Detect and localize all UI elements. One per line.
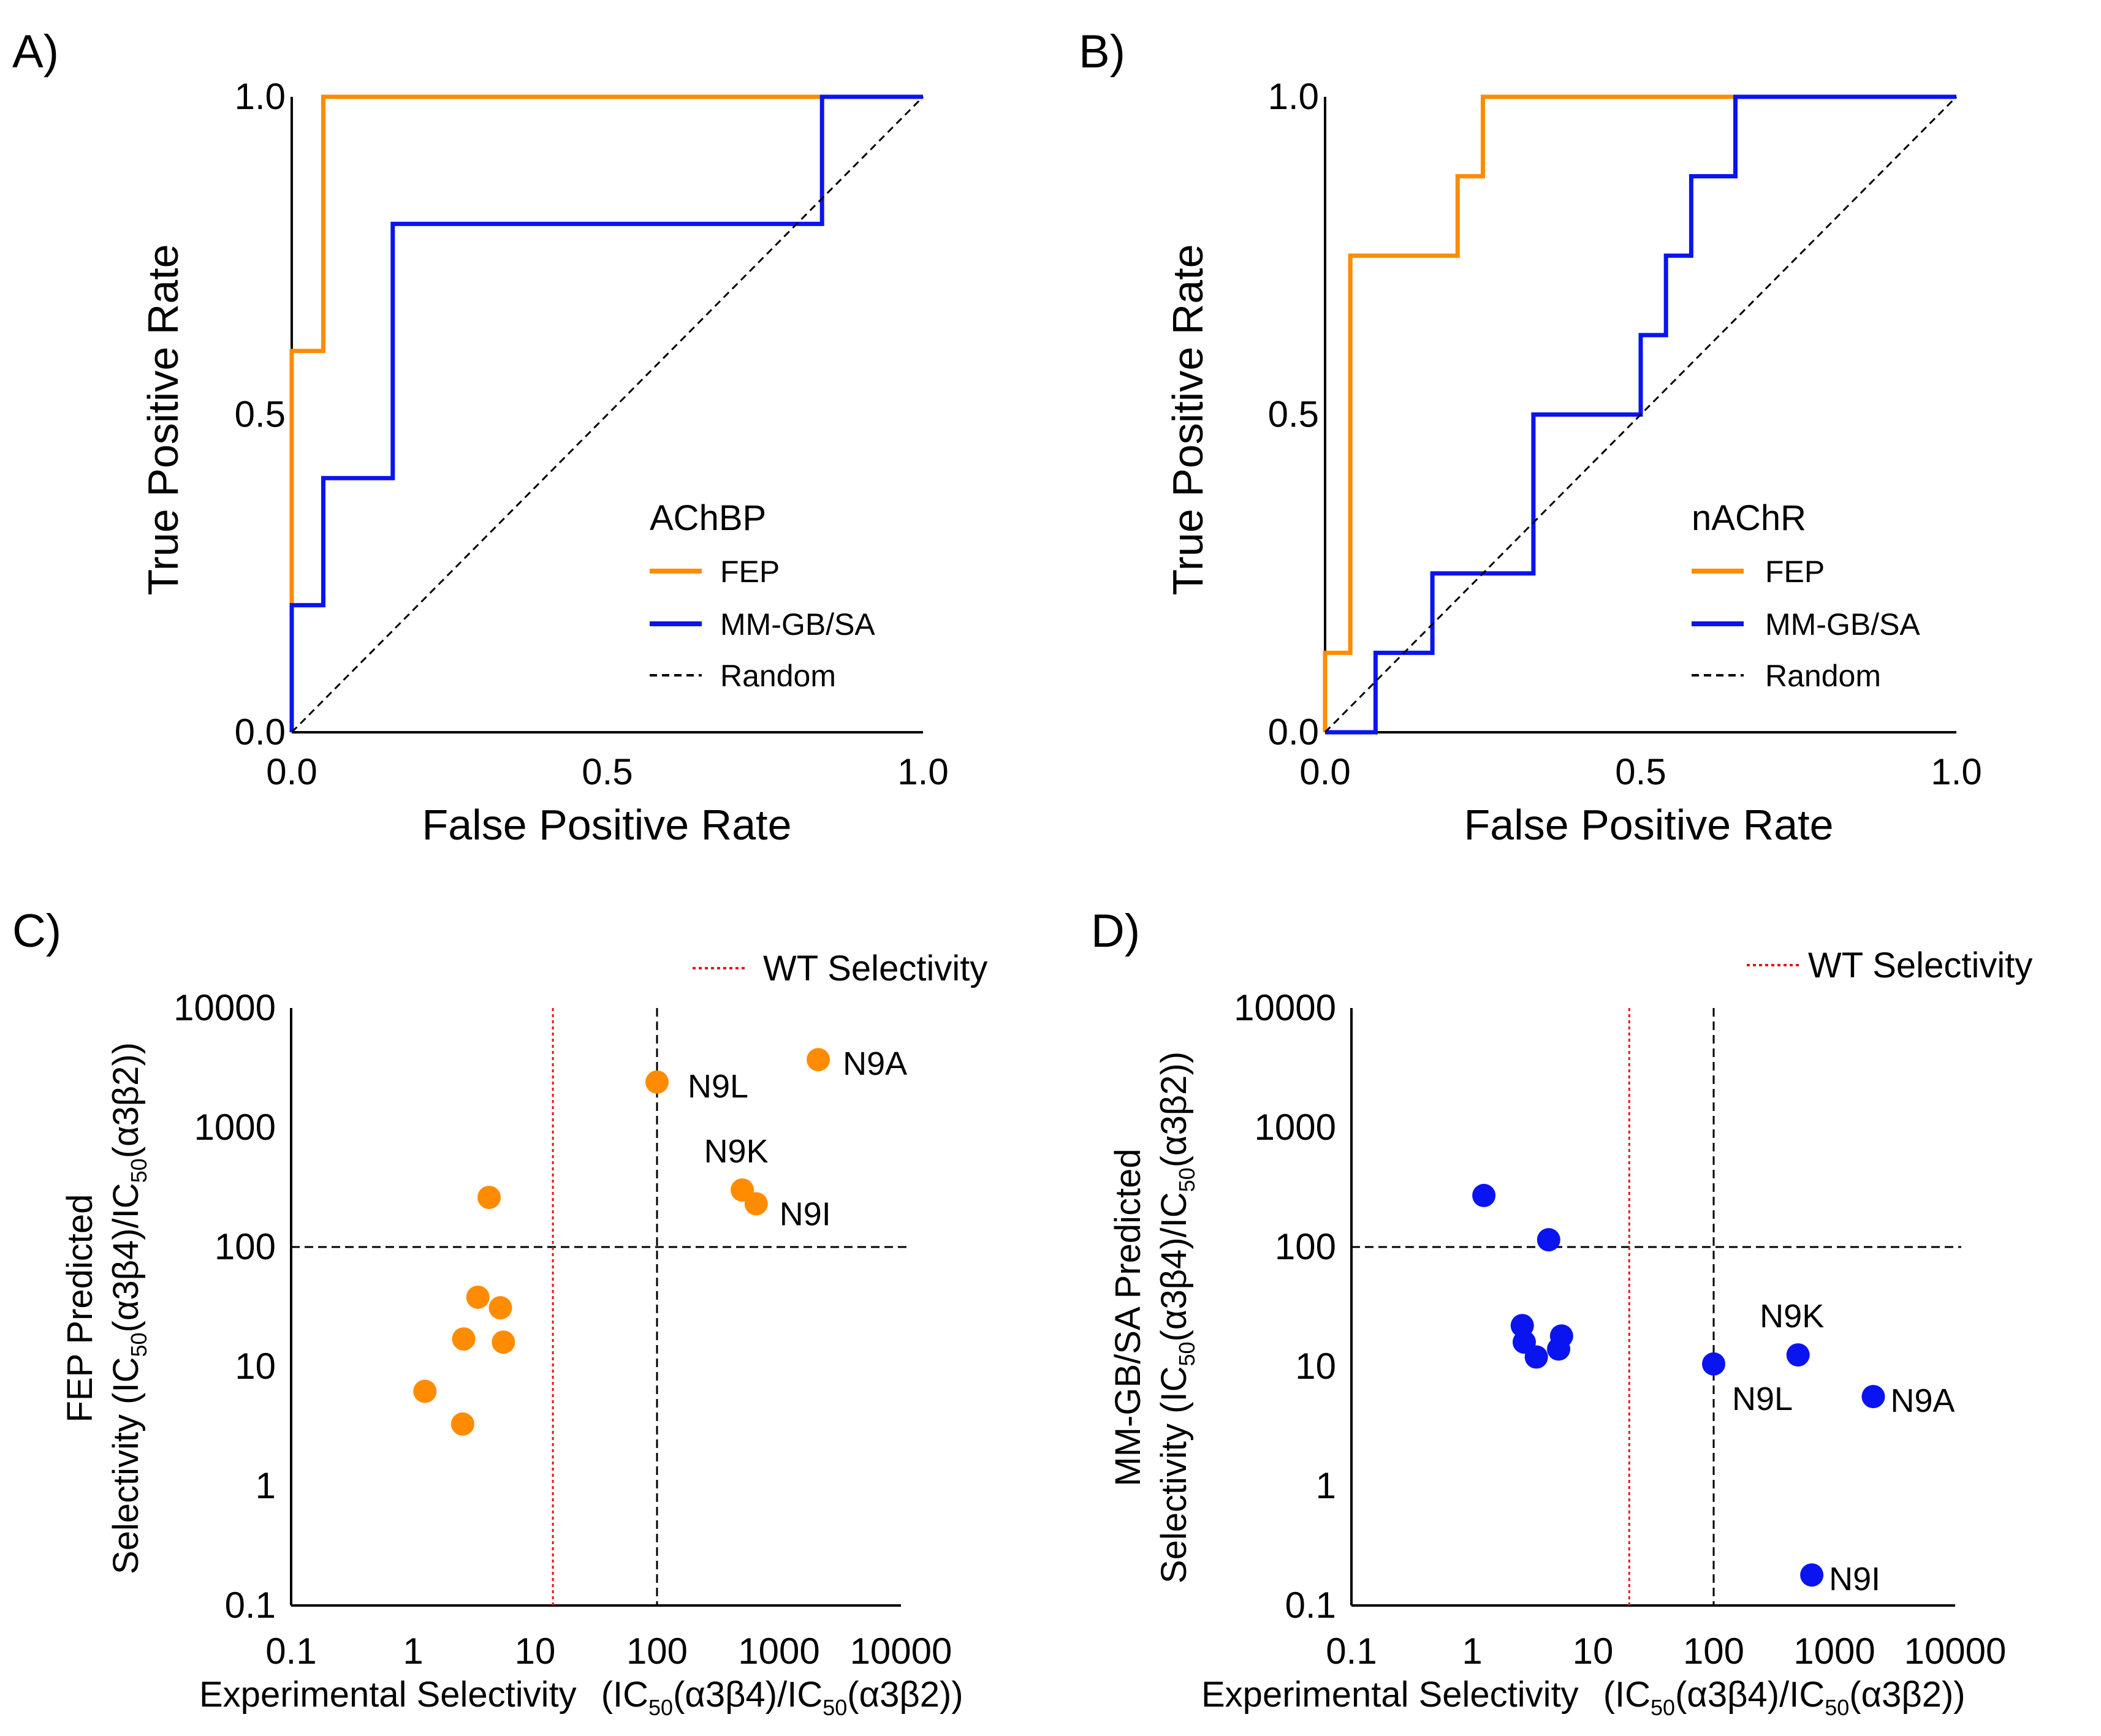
panel-b-xtick-label: 1.0 [1931, 751, 1981, 792]
panel-c-ytick-label: 100 [215, 1226, 276, 1267]
panel-b-legend-mmgbsa: MM-GB/SA [1765, 607, 1920, 642]
panel-c-letter: C) [12, 905, 61, 957]
panel-a-random-line [291, 96, 924, 733]
panel-c-xtick-label: 100 [626, 1631, 688, 1672]
panel-d-xtick-label: 0.1 [1326, 1631, 1377, 1672]
panel-d-xtick-label: 1000 [1793, 1631, 1875, 1672]
panel-c-xtick-label: 1000 [738, 1631, 819, 1672]
panel-c-xtick-label: 10000 [850, 1631, 952, 1672]
panel-d-ytick-label: 1 [1316, 1465, 1336, 1506]
panel-c-point-label: N9L [688, 1068, 748, 1105]
panel-a-xtick-label: 0.0 [266, 751, 317, 792]
panel-c-ytick-label: 1000 [194, 1107, 276, 1148]
panel-d-ytick-label: 100 [1275, 1226, 1336, 1267]
panel-a-mmgbsa-line [289, 94, 923, 732]
panel-c-point-label: N9I [780, 1196, 831, 1232]
panel-b-xtick-label: 0.0 [1299, 751, 1350, 792]
panel-d-legend-wt: WT Selectivity [1808, 946, 2032, 985]
panel-b-letter: B) [1079, 26, 1125, 78]
panel-c-xtick-label: 10 [515, 1631, 556, 1672]
panel-b-ylabel: True Positive Rate [1164, 244, 1212, 595]
panel-a: A) 0.00.0 0.5 0.5 1.0 1.0 False Positive Rat… [12, 26, 949, 849]
panel-a-ytick-label: 0.5 [235, 394, 286, 435]
panel-b-fep-line [1323, 94, 1956, 732]
panel-d-point-label: N9K [1760, 1298, 1824, 1335]
panel-c-ylabel-line2: Selectivity (IC50(α3β4)/IC50(α3β2)) [106, 1042, 151, 1574]
panel-d-ylabel-line1: MM-GB/SA Predicted [1108, 1148, 1148, 1486]
panel-c-ylabel-line1: FEP Predicted [60, 1194, 100, 1423]
panel-c-ytick-label: 10000 [173, 987, 276, 1028]
panel-c-point [452, 1327, 476, 1351]
panel-c-point [477, 1186, 501, 1210]
panel-a-legend-fep: FEP [720, 555, 780, 589]
panel-c-xtick-label: 1 [403, 1631, 423, 1672]
panel-d-point-n9k [1786, 1343, 1810, 1367]
panel-a-ytick-label: 1.0 [235, 76, 286, 117]
panel-d-ytick-label: 10000 [1234, 987, 1336, 1028]
panel-a-xtick-label: 1.0 [897, 751, 948, 792]
panel-d-point [1547, 1337, 1571, 1361]
panel-b-xlabel: False Positive Rate [1464, 801, 1833, 849]
panel-c-xtick-label: 0.1 [265, 1631, 316, 1672]
panel-c-ytick-label: 10 [235, 1346, 276, 1387]
panel-d-xtick-label: 10 [1573, 1631, 1614, 1672]
panel-c: C) WT Selectivity 0.1 0.1 1 1 10 10 100 100 1000… [12, 905, 987, 1720]
panel-b-ytick-label: 0.0 [1268, 711, 1319, 752]
panel-d-xlabel: Experimental Selectivity (IC50(α3β4)/IC50… [1201, 1675, 1966, 1720]
panel-b-legend-random: Random [1765, 659, 1881, 693]
panel-d-point-n9l [1702, 1352, 1725, 1376]
panel-a-legend-title: AChBP [650, 498, 766, 538]
panel-b-legend-title: nAChR [1692, 498, 1806, 538]
panel-d-point-label: N9A [1890, 1382, 1955, 1419]
panel-c-point-n9l [645, 1070, 669, 1094]
panel-d-ytick-label: 1000 [1255, 1107, 1336, 1148]
panel-b-random-line [1324, 96, 1958, 733]
panel-c-point-n9i [744, 1192, 768, 1216]
panel-c-point [488, 1296, 512, 1320]
panel-c-point-label: N9A [843, 1045, 907, 1082]
panel-b-ytick-label: 1.0 [1268, 76, 1319, 117]
panel-a-legend-mmgbsa: MM-GB/SA [720, 607, 875, 642]
panel-d-xtick-label: 100 [1683, 1631, 1744, 1672]
panel-c-point [450, 1412, 474, 1436]
panel-d-point [1524, 1345, 1548, 1369]
panel-c-ytick-label: 1 [256, 1465, 276, 1506]
panel-d-point [1537, 1228, 1560, 1252]
panel-a-ytick-label: 0.0 [235, 711, 286, 752]
panel-d-point-n9i [1800, 1563, 1824, 1587]
panel-c-point-label: N9K [704, 1133, 769, 1170]
panel-d-ytick-label: 10 [1295, 1346, 1336, 1387]
panel-d-xtick-label: 10000 [1904, 1631, 2007, 1672]
panel-c-point [492, 1330, 515, 1354]
panel-b-legend-fep: FEP [1765, 555, 1825, 589]
panel-a-letter: A) [12, 26, 59, 78]
panel-d-xtick-label: 1 [1462, 1631, 1482, 1672]
panel-c-point [466, 1285, 490, 1309]
panel-c-point [413, 1379, 437, 1403]
panel-a-xlabel: False Positive Rate [422, 801, 791, 849]
panel-b-ytick-label: 0.5 [1268, 394, 1319, 435]
panel-c-point-n9a [807, 1048, 830, 1072]
panel-c-ytick-label: 0.1 [225, 1585, 276, 1626]
panel-d-point-label: N9I [1829, 1561, 1880, 1598]
panel-a-legend-random: Random [720, 659, 836, 693]
panel-b: B) 0.00.0 0.5 0.5 1.0 1.0 False Positive Rat… [1079, 26, 1982, 849]
panel-c-xlabel: Experimental Selectivity (IC50(α3β4)/IC50… [199, 1675, 963, 1720]
panel-b-xtick-label: 0.5 [1615, 751, 1666, 792]
panel-d-letter: D) [1091, 905, 1140, 957]
panel-c-legend-wt: WT Selectivity [763, 949, 987, 988]
panel-d: D) WT Selectivity 0.1 0.1 1 1 10 10 100 100 1000… [1091, 905, 2032, 1720]
panel-d-ytick-label: 0.1 [1285, 1585, 1336, 1626]
panel-d-ylabel-line2: Selectivity (IC50(α3β4)/IC50(α3β2)) [1154, 1052, 1199, 1583]
panel-a-xtick-label: 0.5 [582, 751, 633, 792]
panel-d-point-n9a [1861, 1385, 1885, 1409]
panel-a-ylabel: True Positive Rate [139, 244, 187, 595]
panel-d-point [1472, 1183, 1496, 1207]
panel-d-point-label: N9L [1732, 1381, 1793, 1417]
